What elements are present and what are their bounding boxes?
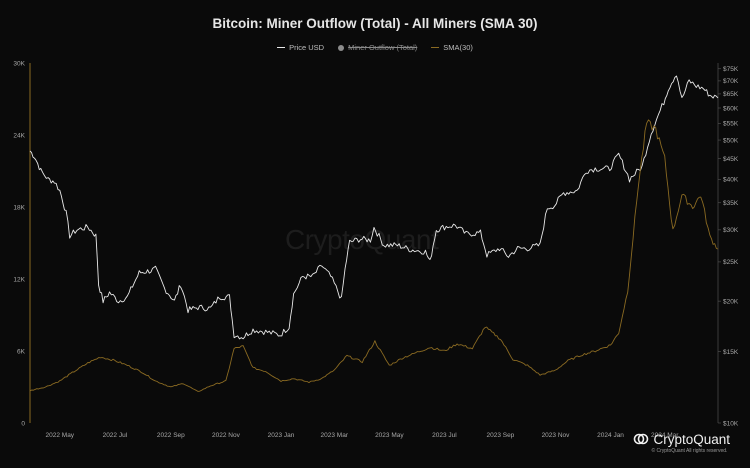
y-right-tick-label: $20K: [723, 298, 739, 305]
series-line-price-usd: [29, 75, 719, 340]
y-left-tick-label: 0: [21, 421, 25, 428]
x-tick-label: 2023 Nov: [542, 432, 571, 439]
y-right-tick-label: $35K: [723, 200, 739, 207]
y-right-axis: $10K $15K $20K $25K $30K $35K $40K $45K $50K $55K…: [718, 66, 739, 427]
legend-marker-sma: [431, 46, 440, 49]
legend-label-sma: SMA(30): [443, 43, 473, 52]
legend-marker-miner-outflow: [338, 44, 345, 51]
y-right-tick-label: $70K: [723, 78, 739, 85]
series-line-sma-30: [29, 119, 719, 392]
legend-label-miner-outflow: Miner Outflow (Total): [348, 43, 418, 52]
x-tick-label: 2022 Nov: [212, 432, 241, 439]
chart-title: Bitcoin: Miner Outflow (Total) - All Min…: [212, 16, 538, 31]
y-right-tick-label: $50K: [723, 137, 739, 144]
y-right-tick-label: $40K: [723, 177, 739, 184]
y-left-tick-label: 18K: [13, 205, 25, 212]
x-tick-label: 2023 Jan: [268, 432, 295, 439]
legend-marker-price: [277, 46, 286, 49]
x-tick-label: 2023 Mar: [321, 432, 349, 439]
x-tick-label: 2023 Sep: [486, 432, 514, 439]
y-left-tick-label: 30K: [13, 61, 25, 68]
x-tick-label: 2022 Sep: [157, 432, 185, 439]
legend: Price USD Miner Outflow (Total) SMA(30): [0, 43, 750, 52]
y-right-tick-label: $10K: [723, 420, 739, 427]
y-right-tick-label: $25K: [723, 259, 739, 266]
y-left-tick-label: 6K: [17, 349, 26, 356]
y-right-tick-label: $60K: [723, 105, 739, 112]
x-tick-label: 2024 Jan: [597, 432, 624, 439]
x-tick-label: 2022 Jul: [103, 432, 128, 439]
legend-item-miner-outflow[interactable]: Miner Outflow (Total): [338, 43, 417, 52]
y-left-tick-label: 12K: [13, 277, 25, 284]
brand-name: CryptoQuant: [653, 431, 730, 447]
x-tick-label: 2023 May: [375, 432, 404, 439]
brand: CryptoQuant © CryptoQuant All rights res…: [633, 431, 730, 454]
x-tick-label: 2024 Mar: [651, 432, 679, 439]
brand-copyright: © CryptoQuant All rights reserved.: [651, 448, 728, 454]
y-left-tick-label: 24K: [13, 133, 25, 140]
y-right-tick-label: $45K: [723, 156, 739, 163]
x-axis: 2022 May 2022 Jul 2022 Sep 2022 Nov 2023 Jan…: [46, 432, 680, 439]
y-right-tick-label: $75K: [723, 66, 739, 73]
legend-item-price[interactable]: Price USD: [277, 43, 324, 52]
legend-label-price: Price USD: [289, 43, 325, 52]
y-right-tick-label: $65K: [723, 91, 739, 98]
y-right-tick-label: $30K: [723, 227, 739, 234]
x-tick-label: 2023 Jul: [432, 432, 457, 439]
y-right-tick-label: $15K: [723, 349, 739, 356]
cryptoquant-logo-icon: [634, 433, 649, 445]
legend-item-sma[interactable]: SMA(30): [431, 43, 473, 52]
y-left-axis: 0 6K 12K 18K 24K 30K: [13, 61, 25, 428]
x-tick-label: 2022 May: [46, 432, 75, 439]
series-layer: [29, 75, 719, 392]
y-right-tick-label: $55K: [723, 121, 739, 128]
